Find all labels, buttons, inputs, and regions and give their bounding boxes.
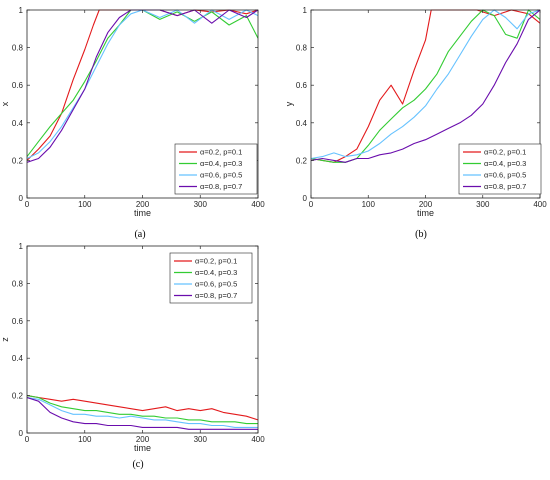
legend-label-4: α=0.8, p=0.7 (200, 182, 242, 191)
legend: α=0.2, p=0.1 α=0.4, p=0.3 α=0.6, p=0.5 α=0.… (458, 143, 542, 195)
y-tick-label: 0.6 (12, 81, 24, 90)
y-tick-label: 0.4 (12, 119, 24, 128)
series-line-2 (27, 395, 258, 425)
x-tick-label: 200 (136, 435, 150, 444)
x-tick-label: 200 (419, 200, 433, 209)
legend: α=0.2, p=0.1 α=0.4, p=0.3 α=0.6, p=0.5 α=0.… (169, 252, 253, 304)
x-tick-label: 100 (78, 200, 92, 209)
series-line-3 (27, 396, 258, 428)
chart-panel-2: 0 100 200 300 400 0 0.2 0.4 0.6 0.8 1 time y α=0.2, p… (284, 6, 547, 240)
y-axis-label: y (284, 101, 294, 106)
legend-label-2: α=0.4, p=0.3 (200, 159, 242, 168)
legend-label-3: α=0.6, p=0.5 (200, 171, 242, 180)
series-line-4 (27, 9, 258, 163)
x-tick-label: 300 (194, 200, 208, 209)
legend-label-1: α=0.2, p=0.1 (200, 148, 242, 157)
y-tick-label: 0.8 (296, 44, 308, 53)
series-line-2 (27, 9, 258, 157)
y-tick-label: 0.4 (296, 119, 308, 128)
y-tick-label: 1 (303, 6, 308, 15)
y-axis-label: z (0, 337, 10, 342)
legend-label-3: α=0.6, p=0.5 (484, 171, 526, 180)
series-line-1 (27, 9, 258, 161)
x-tick-label: 100 (78, 435, 92, 444)
y-tick-label: 0.4 (12, 354, 24, 363)
y-tick-label: 0.6 (12, 317, 24, 326)
x-tick-label: 0 (309, 200, 314, 209)
x-axis-label: time (134, 443, 151, 453)
x-tick-label: 300 (476, 200, 490, 209)
x-tick-label: 100 (362, 200, 376, 209)
series-line-4 (311, 9, 540, 163)
y-tick-label: 0.8 (12, 279, 24, 288)
x-tick-label: 0 (25, 200, 30, 209)
y-axis-label: x (0, 101, 10, 106)
y-tick-label: 0.2 (12, 392, 24, 401)
legend-label-2: α=0.4, p=0.3 (195, 268, 237, 277)
y-tick-label: 1 (19, 6, 24, 15)
legend: α=0.2, p=0.1 α=0.4, p=0.3 α=0.6, p=0.5 α=0.… (174, 143, 258, 195)
y-tick-label: 0.8 (12, 44, 24, 53)
x-tick-label: 400 (251, 435, 265, 444)
legend-label-4: α=0.8, p=0.7 (484, 182, 526, 191)
x-tick-label: 0 (25, 435, 30, 444)
y-tick-label: 0.6 (296, 81, 308, 90)
legend-label-1: α=0.2, p=0.1 (484, 148, 526, 157)
x-tick-label: 400 (533, 200, 547, 209)
panel-caption: (a) (134, 229, 145, 240)
panel-caption: (b) (415, 229, 427, 240)
panel-caption: (c) (132, 459, 143, 470)
series-line-4 (27, 396, 258, 430)
series-line-3 (27, 9, 258, 159)
chart-panel-3: 0 100 200 300 400 0 0.2 0.4 0.6 0.8 1 time z α=0.2, p… (0, 242, 265, 470)
x-tick-label: 400 (251, 200, 265, 209)
y-tick-label: 0.2 (296, 156, 308, 165)
chart-panel-1: 0 100 200 300 400 0 0.2 0.4 0.6 0.8 1 time x α=0.2, p… (0, 6, 265, 240)
x-tick-label: 200 (136, 200, 150, 209)
y-tick-label: 0 (19, 194, 24, 203)
legend-label-4: α=0.8, p=0.7 (195, 291, 237, 300)
x-tick-label: 300 (194, 435, 208, 444)
x-axis-label: time (417, 208, 434, 218)
y-tick-label: 0 (19, 429, 24, 438)
series-line-3 (311, 9, 540, 160)
y-tick-label: 0.2 (12, 156, 24, 165)
x-axis-label: time (134, 208, 151, 218)
legend-label-3: α=0.6, p=0.5 (195, 280, 237, 289)
series-line-1 (27, 395, 258, 421)
y-tick-label: 1 (19, 242, 24, 251)
legend-label-2: α=0.4, p=0.3 (484, 159, 526, 168)
legend-label-1: α=0.2, p=0.1 (195, 257, 237, 266)
y-tick-label: 0 (303, 194, 308, 203)
